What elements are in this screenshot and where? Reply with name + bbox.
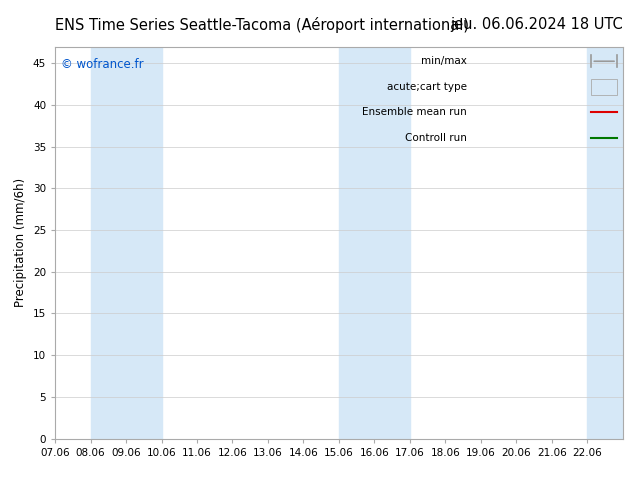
Bar (339, 47, 410, 439)
Text: acute;cart type: acute;cart type (387, 82, 467, 92)
Bar (587, 47, 623, 439)
Text: ENS Time Series Seattle-Tacoma (Aéroport international): ENS Time Series Seattle-Tacoma (Aéroport… (55, 17, 469, 33)
Text: min/max: min/max (421, 56, 467, 66)
FancyBboxPatch shape (592, 79, 617, 95)
Text: jeu. 06.06.2024 18 UTC: jeu. 06.06.2024 18 UTC (450, 17, 623, 32)
Text: Ensemble mean run: Ensemble mean run (362, 107, 467, 117)
Y-axis label: Precipitation (mm/6h): Precipitation (mm/6h) (15, 178, 27, 307)
Bar (91, 47, 162, 439)
Text: © wofrance.fr: © wofrance.fr (61, 58, 143, 72)
Text: Controll run: Controll run (404, 133, 467, 143)
